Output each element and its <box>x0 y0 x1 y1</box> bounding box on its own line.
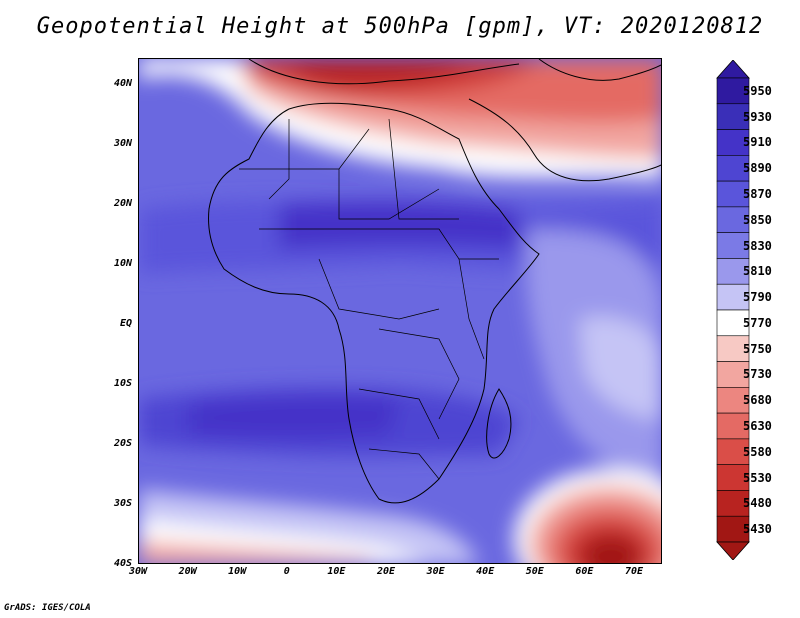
colorbar-swatch <box>716 490 750 517</box>
colorbar-swatch <box>716 180 750 208</box>
colorbar-top-arrow <box>716 59 750 79</box>
country-borders <box>239 118 499 480</box>
lat-tick-label: 30S <box>113 498 132 509</box>
colorbar-swatch <box>716 438 750 465</box>
colorbar-level-label: 5680 <box>743 393 772 408</box>
colorbar-level-label: 5580 <box>743 444 772 459</box>
lon-tick-label: 30W <box>128 566 148 577</box>
colorbar-swatch <box>716 412 750 440</box>
lon-tick-label: 10W <box>228 566 247 577</box>
colorbar-swatch <box>716 283 750 311</box>
lon-tick-label: 30E <box>426 566 445 577</box>
colorbar: 5950 5930 5910 5890 5870 5850 5830 5810 5790 5770… <box>713 59 800 561</box>
lat-tick-label: 10N <box>113 258 132 269</box>
colorbar-level-label: 5750 <box>743 341 772 356</box>
colorbar-level-label: 5950 <box>743 83 772 98</box>
colorbar-swatch <box>716 103 750 130</box>
height-field-map <box>139 59 661 563</box>
lat-tick-label: EQ <box>119 318 132 329</box>
colorbar-level-label: 5480 <box>743 496 772 511</box>
lat-tick-label: 10S <box>113 378 132 389</box>
lat-tick-label: 20N <box>113 198 132 209</box>
coastline <box>208 59 661 504</box>
colorbar-level-label: 5870 <box>743 187 772 201</box>
lat-tick-label: 40S <box>113 558 132 569</box>
colorbar-level-label: 5630 <box>743 419 772 433</box>
colorbar-level-label: 5790 <box>743 290 772 305</box>
colorbar-level-label: 5910 <box>743 135 772 150</box>
colorbar-swatch <box>716 387 750 414</box>
credit-text: GrADS: IGES/COLA <box>4 603 91 613</box>
colorbar-level-label: 5890 <box>743 161 772 176</box>
colorbar-bottom-arrow <box>716 541 750 561</box>
lon-tick-label: 20W <box>178 566 197 577</box>
colorbar-level-label: 5810 <box>743 264 772 279</box>
lat-tick-label: 40N <box>113 78 132 89</box>
lon-tick-label: 60E <box>575 566 594 577</box>
colorbar-swatch <box>716 77 750 105</box>
colorbar-swatch <box>716 515 750 543</box>
colorbar-level-label: 5430 <box>743 522 772 537</box>
colorbar-swatch <box>716 206 750 233</box>
lat-tick-label: 20S <box>113 438 132 449</box>
colorbar-swatch <box>716 335 750 362</box>
lon-tick-label: 10E <box>327 566 346 577</box>
chart-title: Geopotential Height at 500hPa [gpm], VT:… <box>36 14 764 39</box>
colorbar-level-label: 5730 <box>743 367 772 382</box>
lon-tick-label: 70E <box>624 566 644 577</box>
lon-tick-label: 20E <box>376 566 396 577</box>
lon-tick-label: 50E <box>525 566 544 577</box>
colorbar-level-label: 5850 <box>743 212 772 227</box>
colorbar-level-label: 5830 <box>743 238 772 253</box>
colorbar-level-label: 5770 <box>743 315 772 330</box>
colorbar-swatches <box>716 59 750 561</box>
colorbar-level-label: 5930 <box>743 109 772 124</box>
map-plot-area <box>138 58 662 564</box>
lat-tick-label: 30N <box>113 138 132 149</box>
colorbar-swatch <box>716 464 750 491</box>
lon-tick-label: 0 <box>283 566 290 577</box>
colorbar-swatch <box>716 361 750 388</box>
colorbar-level-label: 5530 <box>743 470 772 485</box>
lon-tick-label: 40E <box>476 566 495 577</box>
